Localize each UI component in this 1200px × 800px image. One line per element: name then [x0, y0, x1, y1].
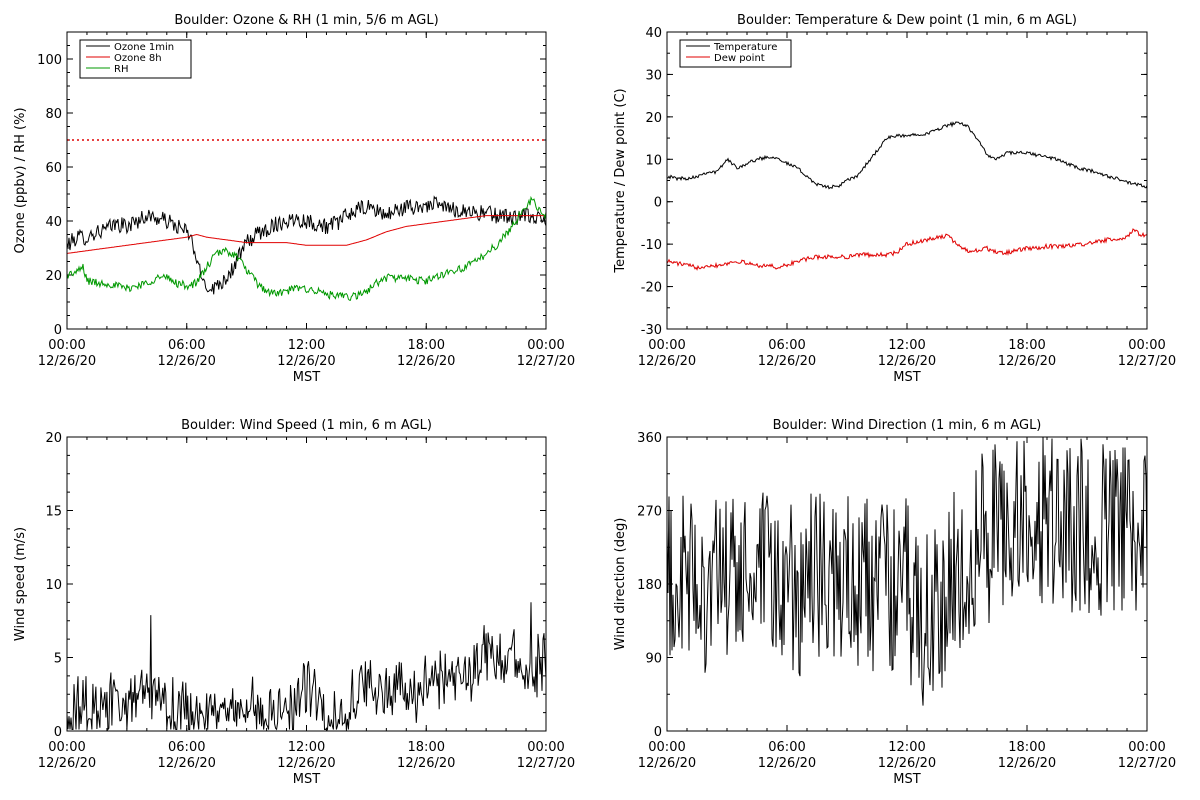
- x-tick-time: 12:00: [888, 338, 925, 353]
- y-tick-label: 270: [637, 505, 662, 520]
- y-tick-label: 360: [637, 431, 662, 446]
- x-axis-label: MST: [893, 370, 920, 385]
- plot-frame: [666, 436, 1148, 732]
- x-tick-date: 12/27/20: [517, 756, 575, 771]
- x-tick-date: 12/26/20: [998, 756, 1056, 771]
- series-line-1: [67, 602, 546, 731]
- x-tick-date: 12/26/20: [878, 756, 936, 771]
- y-tick-label: 10: [645, 153, 662, 168]
- x-tick-time: 18:00: [408, 740, 445, 755]
- x-tick-date: 12/26/20: [158, 354, 216, 369]
- y-tick-label: 100: [37, 53, 62, 68]
- chart-title: Boulder: Wind Direction (1 min, 6 m AGL): [773, 418, 1042, 433]
- x-tick-time: 18:00: [1008, 338, 1045, 353]
- x-tick-time: 00:00: [648, 338, 685, 353]
- y-tick-label: 10: [45, 578, 62, 593]
- x-tick-date: 12/26/20: [397, 354, 455, 369]
- x-tick-time: 12:00: [288, 740, 325, 755]
- x-tick-time: 06:00: [768, 338, 805, 353]
- series-line-3: [67, 195, 546, 301]
- y-tick-label: 0: [654, 725, 662, 740]
- y-tick-label: 40: [45, 215, 62, 230]
- y-tick-label: 30: [645, 68, 662, 83]
- x-tick-date: 12/26/20: [397, 756, 455, 771]
- legend-label: Ozone 1min: [114, 42, 174, 53]
- x-axis-label: MST: [293, 772, 320, 787]
- chart-panel-3: Boulder: Wind Speed (1 min, 6 m AGL) 0 5 10…: [13, 418, 575, 787]
- chart-title: Boulder: Wind Speed (1 min, 6 m AGL): [181, 418, 432, 433]
- legend-label: Temperature: [713, 42, 777, 53]
- x-tick-time: 06:00: [168, 338, 205, 353]
- x-tick-time: 06:00: [168, 740, 205, 755]
- x-tick-date: 12/26/20: [878, 354, 936, 369]
- x-axis-label: MST: [893, 772, 920, 787]
- x-tick-date: 12/26/20: [638, 354, 696, 369]
- x-tick-date: 12/26/20: [38, 756, 96, 771]
- x-tick-date: 12/27/20: [1118, 756, 1176, 771]
- chart-title: Boulder: Ozone & RH (1 min, 5/6 m AGL): [174, 13, 438, 28]
- y-tick-label: 20: [645, 111, 662, 126]
- y-tick-label: 0: [54, 323, 62, 338]
- series-line-1: [67, 195, 546, 295]
- y-tick-label: 40: [645, 26, 662, 41]
- x-tick-date: 12/26/20: [638, 756, 696, 771]
- y-axis-label: Temperature / Dew point (C): [613, 88, 628, 273]
- x-tick-time: 00:00: [48, 740, 85, 755]
- y-tick-label: 15: [45, 505, 62, 520]
- y-tick-label: -30: [641, 323, 662, 338]
- y-axis-label: Wind direction (deg): [613, 518, 628, 651]
- x-tick-time: 18:00: [408, 338, 445, 353]
- x-tick-date: 12/27/20: [1118, 354, 1176, 369]
- y-tick-label: 60: [45, 161, 62, 176]
- x-tick-date: 12/26/20: [758, 756, 816, 771]
- x-tick-date: 12/27/20: [517, 354, 575, 369]
- y-axis-label: Ozone (ppbv) / RH (%): [13, 107, 28, 253]
- series-line-1: [667, 437, 1147, 706]
- x-tick-time: 12:00: [888, 740, 925, 755]
- legend-label: Dew point: [714, 53, 765, 64]
- series-line-2: [667, 228, 1147, 271]
- x-tick-time: 06:00: [768, 740, 805, 755]
- plot-frame: [66, 436, 547, 732]
- chart-panel-1: Boulder: Ozone & RH (1 min, 5/6 m AGL) 0 2…: [13, 13, 575, 385]
- y-tick-label: -10: [641, 238, 662, 253]
- x-tick-time: 00:00: [1128, 740, 1165, 755]
- y-tick-label: 0: [654, 196, 662, 211]
- x-tick-date: 12/26/20: [758, 354, 816, 369]
- legend-label: Ozone 8h: [114, 53, 162, 64]
- y-tick-label: 0: [54, 725, 62, 740]
- x-tick-date: 12/26/20: [38, 354, 96, 369]
- x-tick-time: 00:00: [527, 740, 564, 755]
- y-tick-label: 90: [645, 652, 662, 667]
- x-tick-time: 00:00: [48, 338, 85, 353]
- y-axis-label: Wind speed (m/s): [13, 527, 28, 641]
- x-tick-time: 18:00: [1008, 740, 1045, 755]
- y-tick-label: 80: [45, 107, 62, 122]
- series-line-2: [67, 215, 546, 254]
- x-tick-date: 12/26/20: [158, 756, 216, 771]
- x-tick-time: 00:00: [1128, 338, 1165, 353]
- series-line-1: [667, 121, 1147, 190]
- plot-frame: [666, 31, 1148, 330]
- plot-frame: [66, 31, 547, 330]
- chart-panel-2: Boulder: Temperature & Dew point (1 min,…: [613, 13, 1176, 385]
- chart-title: Boulder: Temperature & Dew point (1 min,…: [737, 13, 1077, 28]
- y-tick-label: 20: [45, 431, 62, 446]
- y-tick-label: 5: [54, 652, 62, 667]
- x-tick-time: 00:00: [648, 740, 685, 755]
- x-axis-label: MST: [293, 370, 320, 385]
- y-tick-label: -20: [641, 281, 662, 296]
- x-tick-time: 00:00: [527, 338, 564, 353]
- x-tick-date: 12/26/20: [998, 354, 1056, 369]
- y-tick-label: 20: [45, 269, 62, 284]
- legend-box: [679, 39, 792, 68]
- x-tick-date: 12/26/20: [277, 756, 335, 771]
- y-tick-label: 180: [637, 578, 662, 593]
- legend-label: RH: [114, 64, 128, 75]
- x-tick-time: 12:00: [288, 338, 325, 353]
- chart-panel-4: Boulder: Wind Direction (1 min, 6 m AGL)…: [613, 418, 1176, 787]
- x-tick-date: 12/26/20: [277, 354, 335, 369]
